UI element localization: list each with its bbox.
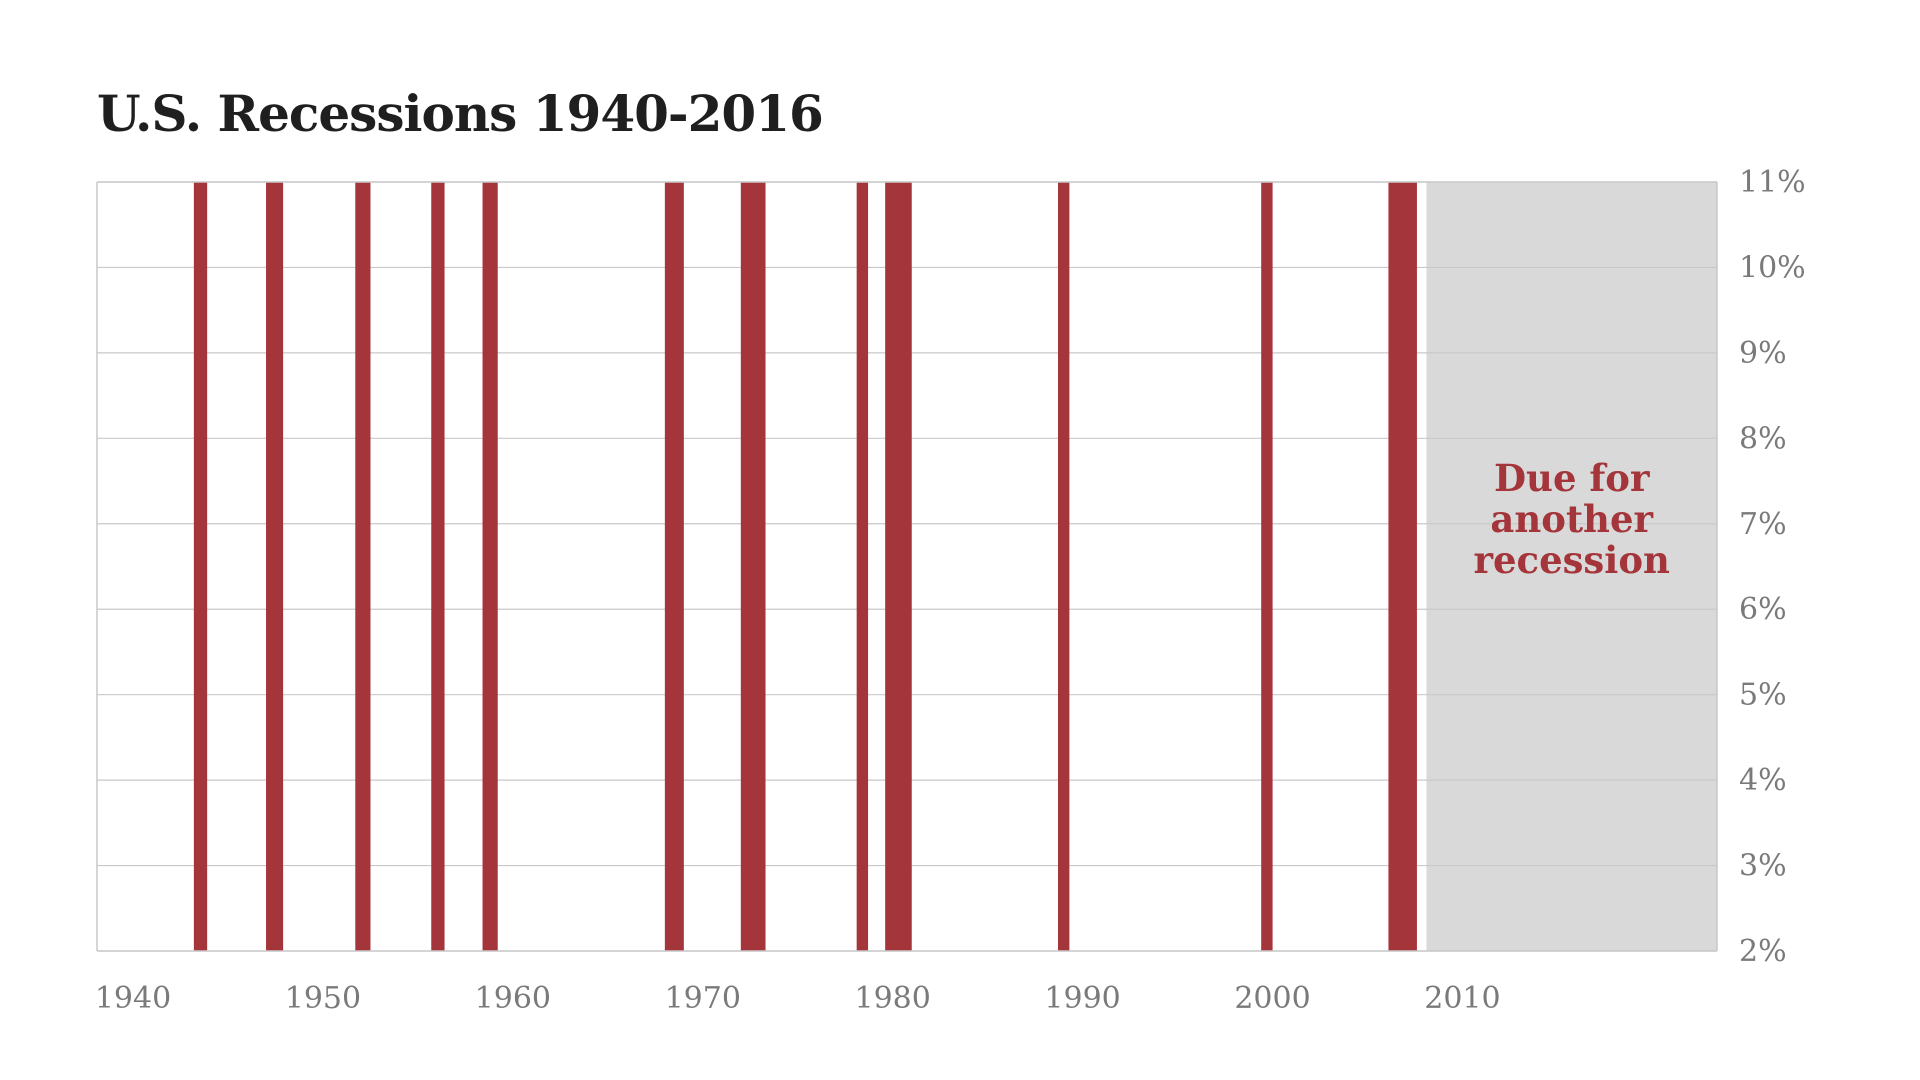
y-tick-label: 5% [1739,678,1787,713]
annotation-line: recession [1474,538,1670,582]
y-tick-label: 11% [1739,165,1806,200]
recession-bar [1057,182,1070,951]
y-tick-label: 4% [1739,763,1787,798]
recession-bar [856,182,869,951]
future-region-layer [1426,182,1717,951]
x-tick-label: 2000 [1234,981,1310,1016]
annotation-line: Due for [1494,456,1650,500]
recession-bar [193,182,208,951]
recession-bar [1388,182,1417,951]
x-tick-label: 1940 [95,981,171,1016]
plot-frame-layer [96,181,1718,952]
y-tick-label: 8% [1739,421,1787,456]
recession-bar [355,182,371,951]
y-tick-label-layer: 2% 3% 4% 5% 6% 7% 8% 9% 10% 11% [1739,165,1806,969]
y-tick-label: 9% [1739,336,1787,371]
chart-title: U.S. Recessions 1940-2016 [97,84,824,143]
recession-bar [885,182,912,951]
y-tick-label: 7% [1739,507,1787,542]
x-tick-label: 1970 [665,981,741,1016]
recession-bar [1261,182,1273,951]
x-tick-label: 1980 [854,981,930,1016]
annotation-line: another [1490,497,1653,541]
future-region [1426,182,1717,951]
y-tick-label: 2% [1739,934,1787,969]
x-tick-label: 1960 [475,981,551,1016]
recession-bar [664,182,684,951]
x-tick-label: 1990 [1044,981,1120,1016]
x-tick-label-layer: 1940 1950 1960 1970 1980 1990 2000 2010 [95,981,1501,1016]
y-tick-label: 10% [1739,250,1806,285]
recession-bar-layer [193,182,1417,951]
x-tick-label: 2010 [1424,981,1500,1016]
recession-bar [740,182,766,951]
recession-bar [431,182,445,951]
recession-bar [266,182,284,951]
x-tick-label: 1950 [285,981,361,1016]
y-tick-label: 3% [1739,849,1787,884]
recession-bar [482,182,498,951]
y-tick-label: 6% [1739,592,1787,627]
